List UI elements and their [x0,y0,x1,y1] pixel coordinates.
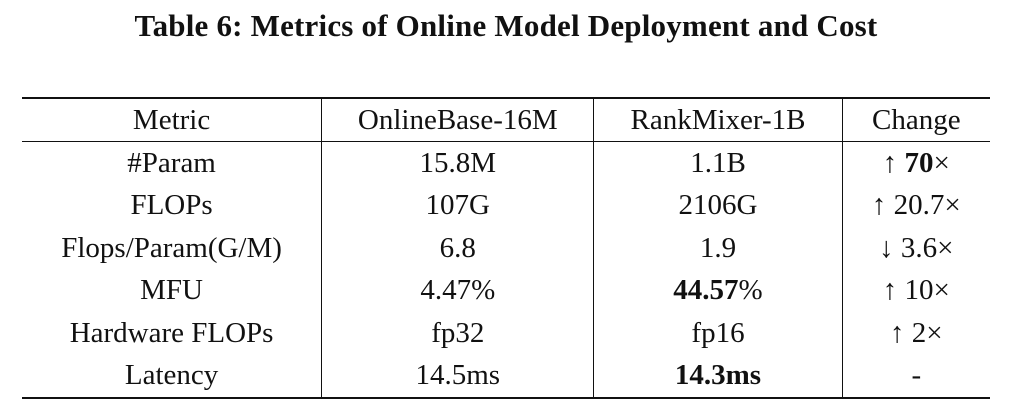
change-suffix: × [926,316,943,349]
cell-rankmixer: 1.9 [593,227,843,270]
cell-onlinebase: 6.8 [321,227,595,270]
cell-onlinebase: 107G [321,184,595,227]
cell-metric: FLOPs [22,184,323,227]
cell-metric: #Param [22,141,323,185]
cell-change: ↑ 10× [842,270,990,313]
up-arrow-icon: ↑ [890,316,905,349]
change-value: 20.7 [893,189,945,222]
rankmixer-suffix: % [738,274,763,307]
up-arrow-icon: ↑ [882,146,898,179]
table-row: Latency 14.5ms 14.3ms - [22,354,990,398]
metrics-table: Metric OnlineBase-16M RankMixer-1B Chang… [22,97,990,399]
change-value: 2 [911,316,927,349]
table-row: FLOPs 107G 2106G ↑ 20.7× [22,184,990,228]
cell-onlinebase: 4.47% [321,269,595,312]
table-row: Flops/Param(G/M) 6.8 1.9 ↓ 3.6× [22,227,990,270]
cell-rankmixer: 2106G [593,184,843,227]
cell-metric: MFU [22,269,323,312]
cell-rankmixer: 1.1B [593,141,843,185]
up-arrow-icon: ↑ [882,274,898,307]
cell-metric: Hardware FLOPs [22,312,323,355]
cell-metric: Flops/Param(G/M) [22,227,323,270]
table-row: Hardware FLOPs fp32 fp16 ↑ 2× [22,312,990,355]
change-suffix: × [933,146,950,179]
change-suffix: × [944,189,961,222]
cell-change: ↑ 20.7× [842,185,990,228]
cell-change: ↓ 3.6× [842,227,990,270]
change-suffix: × [937,231,954,264]
cell-rankmixer: fp16 [593,312,843,355]
header-change: Change [842,98,990,142]
cell-onlinebase: fp32 [321,312,595,355]
cell-metric: Latency [22,354,323,398]
cell-change: - [911,359,922,392]
cell-onlinebase: 15.8M [321,141,595,185]
change-value: 3.6 [900,231,938,264]
change-suffix: × [933,274,950,307]
table-row: MFU 4.47% 44.57% ↑ 10× [22,269,990,313]
cell-change: ↑ 70× [842,142,990,185]
header-rankmixer: RankMixer-1B [593,98,843,142]
metrics-table-container: Metric OnlineBase-16M RankMixer-1B Chang… [22,97,990,399]
table-caption: Table 6: Metrics of Online Model Deploym… [134,8,878,43]
cell-rankmixer: 14.3ms [593,354,843,398]
table-header-row: Metric OnlineBase-16M RankMixer-1B Chang… [22,98,990,142]
rankmixer-value: 44.57 [673,274,739,307]
cell-change: ↑ 2× [842,312,990,355]
header-metric: Metric [22,98,323,142]
table-row: #Param 15.8M 1.1B ↑ 70× [22,141,990,185]
down-arrow-icon: ↓ [879,231,894,264]
change-value: 70 [904,146,934,179]
cell-rankmixer: 44.57% [593,269,843,312]
header-onlinebase: OnlineBase-16M [321,98,595,142]
up-arrow-icon: ↑ [871,189,887,222]
cell-onlinebase: 14.5ms [321,354,595,398]
change-value: 10 [904,274,934,307]
